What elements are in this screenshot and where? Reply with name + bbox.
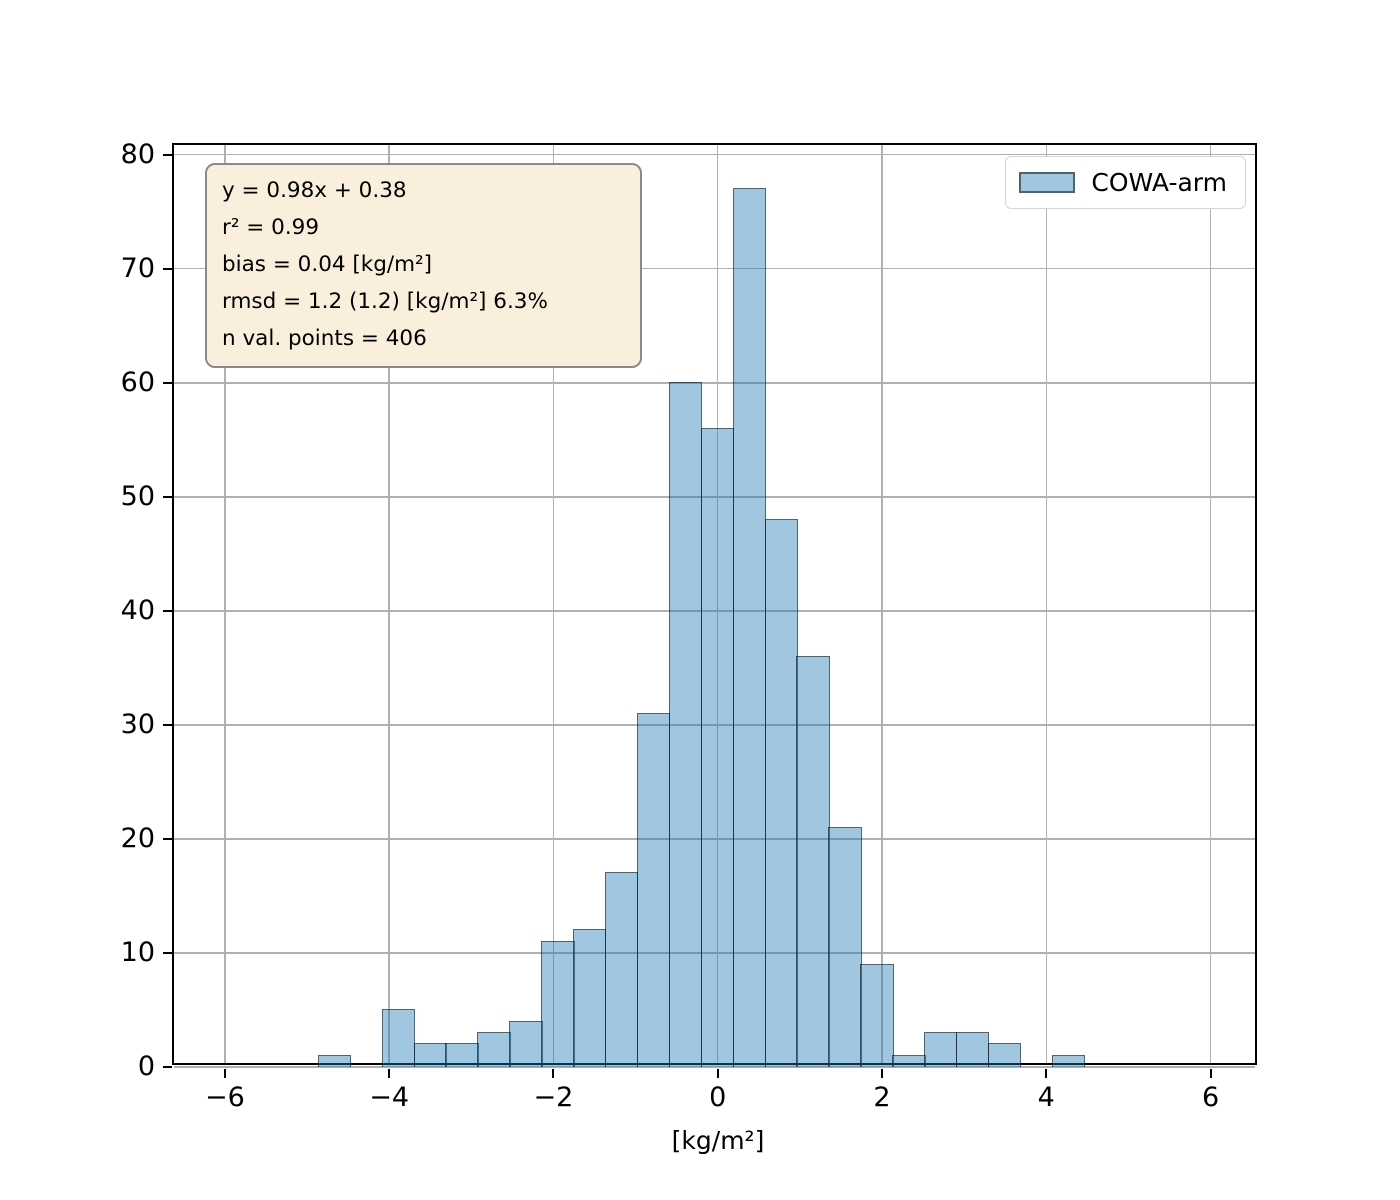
y-tick-mark	[163, 951, 172, 954]
x-tick-mark	[881, 1069, 883, 1078]
x-tick-label: −4	[369, 1082, 410, 1113]
histogram-bar	[445, 1043, 479, 1067]
gridline-horizontal	[174, 267, 1255, 270]
gridline-vertical	[552, 145, 555, 1063]
histogram-bar	[700, 427, 735, 1067]
histogram-bar	[317, 1054, 352, 1067]
y-tick-mark	[163, 1066, 172, 1068]
gridline-horizontal	[174, 382, 1255, 384]
x-tick-mark	[388, 1069, 391, 1078]
y-tick-mark	[163, 723, 172, 726]
histogram-bar	[477, 1032, 511, 1067]
y-tick-label: 50	[120, 480, 155, 512]
histogram-bar	[604, 872, 639, 1067]
histogram-bar	[509, 1020, 543, 1067]
y-tick-mark	[163, 267, 172, 270]
gridline-vertical	[881, 145, 883, 1063]
x-tick-mark	[1045, 1069, 1048, 1078]
gridline-horizontal	[174, 724, 1255, 726]
x-tick-label: −6	[205, 1082, 245, 1113]
x-tick-label: 0	[709, 1082, 727, 1113]
y-tick-label: 70	[120, 252, 155, 284]
legend-label: COWA-arm	[1091, 168, 1227, 197]
y-tick-mark	[163, 381, 172, 384]
gridline-horizontal	[174, 1066, 1255, 1068]
y-tick-label: 10	[120, 936, 155, 968]
gridline-vertical	[1209, 145, 1212, 1063]
y-tick-label: 80	[120, 138, 155, 170]
gridline-vertical	[224, 145, 226, 1063]
y-tick-mark	[163, 609, 172, 612]
histogram-bar	[573, 929, 607, 1067]
histogram-bar	[381, 1009, 416, 1067]
x-tick-mark	[552, 1069, 555, 1078]
histogram-bar	[413, 1043, 447, 1067]
x-tick-label: 6	[1201, 1082, 1220, 1113]
y-tick-label: 30	[120, 708, 155, 740]
stats-line: y = 0.98x + 0.38	[222, 178, 407, 203]
stats-line: r² = 0.99	[222, 215, 320, 240]
stats-line: bias = 0.04 [kg/m²]	[222, 252, 433, 277]
x-tick-label: −2	[533, 1082, 574, 1113]
histogram-bar	[924, 1032, 958, 1067]
y-tick-label: 20	[120, 822, 155, 854]
y-tick-label: 60	[120, 366, 155, 398]
histogram-bar	[541, 940, 575, 1067]
histogram-bar	[764, 518, 798, 1067]
y-tick-mark	[163, 495, 172, 498]
histogram-bar	[828, 826, 862, 1067]
histogram-bar	[987, 1043, 1022, 1067]
gridline-horizontal	[174, 496, 1255, 498]
y-tick-label: 0	[137, 1051, 155, 1082]
y-tick-label: 40	[120, 594, 155, 626]
stats-line: n val. points = 406	[222, 326, 427, 351]
gridline-vertical	[1045, 145, 1048, 1063]
histogram-bar	[636, 712, 671, 1067]
y-tick-mark	[163, 837, 172, 840]
histogram-bar	[860, 963, 894, 1067]
histogram-bar	[892, 1054, 926, 1067]
stats-box: y = 0.98x + 0.38 r² = 0.99 bias = 0.04 [kg…	[205, 163, 642, 368]
gridline-horizontal	[174, 838, 1255, 840]
gridline-vertical	[388, 145, 390, 1063]
stats-line: rmsd = 1.2 (1.2) [kg/m²] 6.3%	[222, 289, 548, 314]
y-tick-mark	[163, 153, 172, 156]
x-tick-mark	[716, 1069, 719, 1078]
histogram-bar	[796, 655, 830, 1067]
gridline-horizontal	[174, 153, 1255, 156]
histogram-bar	[668, 382, 703, 1067]
legend: COWA-arm	[1005, 156, 1246, 209]
histogram-bar	[732, 188, 767, 1067]
plot-area: y = 0.98x + 0.38 r² = 0.99 bias = 0.04 [kg…	[172, 143, 1257, 1068]
histogram-bar	[955, 1032, 990, 1067]
legend-swatch	[1019, 172, 1076, 193]
x-tick-mark	[223, 1069, 226, 1078]
gridline-vertical	[716, 145, 719, 1063]
x-tick-label: 2	[873, 1082, 891, 1113]
gridline-horizontal	[174, 952, 1255, 954]
gridline-horizontal	[174, 610, 1255, 612]
x-tick-mark	[1209, 1069, 1212, 1078]
x-axis-label: [kg/m²]	[671, 1126, 765, 1155]
x-tick-label: 4	[1037, 1082, 1055, 1113]
histogram-bar	[1051, 1054, 1086, 1067]
